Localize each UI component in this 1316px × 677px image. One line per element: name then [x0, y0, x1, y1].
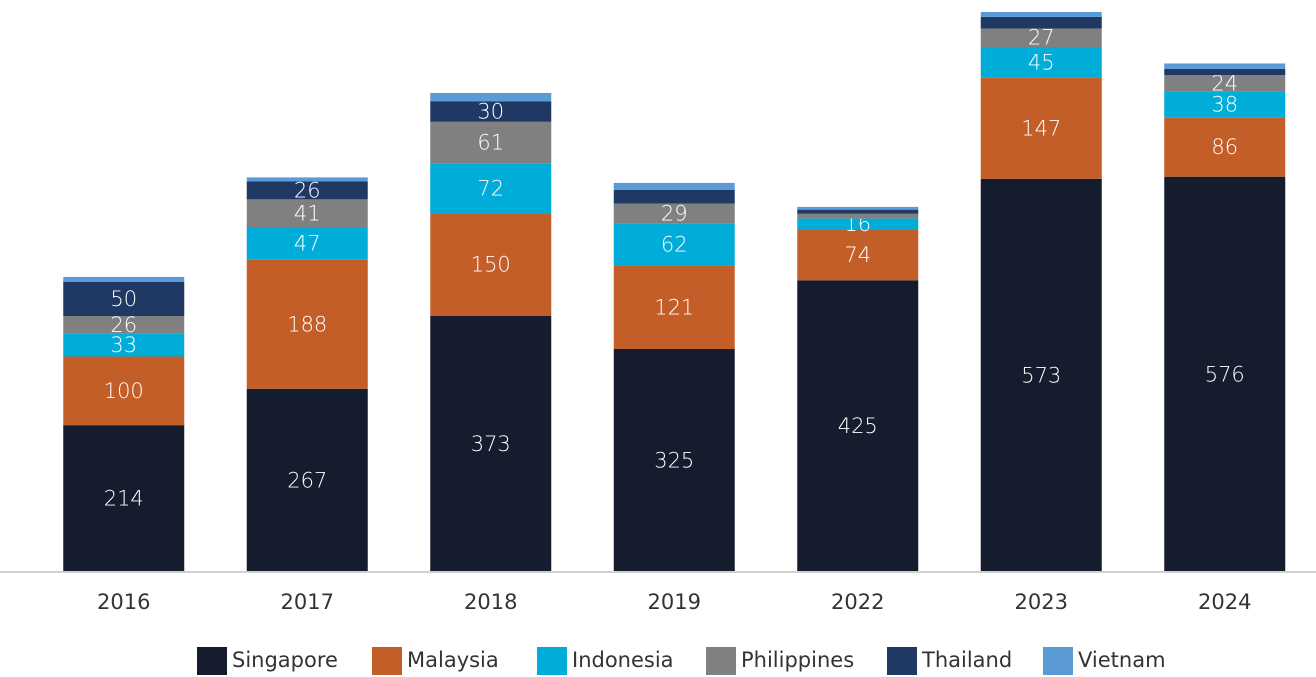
- bar-segment: [246, 177, 368, 182]
- data-label: 24: [1211, 71, 1238, 95]
- x-tick-label: 2017: [281, 590, 334, 614]
- x-tick-label: 2018: [464, 590, 517, 614]
- bar-segment: [246, 181, 368, 200]
- bar-segment: [613, 189, 735, 204]
- bar-segment: [980, 77, 1102, 179]
- bar-segment: [797, 209, 919, 214]
- legend-swatch: [197, 647, 227, 675]
- data-label: 214: [104, 487, 144, 511]
- bar-segment: [63, 316, 185, 334]
- data-label: 26: [110, 313, 137, 337]
- bar-segment: [1164, 63, 1286, 69]
- bar-segment: [430, 213, 552, 317]
- bar-segment: [980, 47, 1102, 78]
- bar-segment: [430, 121, 552, 164]
- bar-segment: [1164, 68, 1286, 76]
- data-label: 573: [1021, 363, 1061, 387]
- bar-segment: [1164, 176, 1286, 573]
- legend-swatch: [1043, 647, 1073, 675]
- legend-label: Vietnam: [1078, 648, 1166, 672]
- bar-segment: [1164, 117, 1286, 177]
- data-label: 325: [654, 448, 694, 472]
- legend-label: Thailand: [921, 648, 1012, 672]
- x-tick-label: 2024: [1198, 590, 1251, 614]
- bar-segment: [797, 229, 919, 281]
- bar-segment: [63, 425, 185, 572]
- data-label: 373: [471, 432, 511, 456]
- bar-segment: [980, 28, 1102, 47]
- data-label: 47: [294, 232, 321, 256]
- x-tick-label: 2022: [831, 590, 884, 614]
- legend-swatch: [887, 647, 917, 675]
- legend-swatch: [537, 647, 567, 675]
- bar-segment: [613, 265, 735, 349]
- bar-segment: [63, 333, 185, 357]
- bar-segment: [63, 281, 185, 317]
- data-label: 30: [477, 100, 504, 124]
- legend-label: Malaysia: [407, 648, 499, 672]
- legend-label: Philippines: [741, 648, 854, 672]
- bar-segment: [63, 276, 185, 282]
- data-label: 72: [477, 176, 504, 200]
- bar-segment: [246, 259, 368, 389]
- data-label: 86: [1211, 135, 1238, 159]
- bar-segment: [246, 227, 368, 260]
- data-label: 74: [844, 243, 871, 267]
- x-tick-label: 2016: [97, 590, 150, 614]
- data-label: 121: [654, 295, 694, 319]
- bar-segment: [430, 92, 552, 102]
- data-label: 27: [1028, 26, 1055, 50]
- bar-segment: [613, 348, 735, 572]
- bar-segment: [613, 203, 735, 224]
- bar-segment: [797, 218, 919, 230]
- bar-segment: [797, 280, 919, 572]
- data-label: 150: [471, 253, 511, 277]
- x-tick-label: 2023: [1015, 590, 1068, 614]
- data-label: 62: [661, 233, 688, 257]
- legend-swatch: [372, 647, 402, 675]
- data-label: 100: [104, 379, 144, 403]
- bar-segment: [430, 101, 552, 122]
- data-label: 50: [110, 287, 137, 311]
- x-tick-label: 2019: [648, 590, 701, 614]
- data-label: 33: [110, 333, 137, 357]
- data-label: 26: [294, 178, 321, 202]
- bar-segment: [63, 356, 185, 426]
- data-label: 61: [477, 131, 504, 155]
- data-label: 147: [1021, 116, 1061, 140]
- data-label: 45: [1028, 50, 1055, 74]
- legend-swatch: [706, 647, 736, 675]
- bar-segment: [1164, 91, 1286, 118]
- bar-segment: [246, 199, 368, 228]
- bar-segment: [613, 223, 735, 266]
- data-label: 188: [287, 312, 327, 336]
- legend-label: Indonesia: [572, 648, 674, 672]
- data-label: 425: [838, 414, 878, 438]
- bar-segment: [613, 182, 735, 190]
- legend-label: Singapore: [232, 648, 338, 672]
- data-label: 576: [1205, 362, 1245, 386]
- bar-segment: [430, 316, 552, 572]
- data-label: 41: [294, 201, 321, 225]
- data-label: 29: [661, 201, 688, 225]
- bar-segment: [797, 206, 919, 210]
- bar-segment: [980, 16, 1102, 29]
- bar-segment: [797, 213, 919, 219]
- bar-segment: [980, 12, 1102, 17]
- bar-segment: [430, 163, 552, 214]
- data-label: 38: [1211, 93, 1238, 117]
- data-label: 267: [287, 468, 327, 492]
- bar-segment: [1164, 75, 1286, 92]
- bar-segment: [246, 388, 368, 572]
- bar-segment: [980, 178, 1102, 572]
